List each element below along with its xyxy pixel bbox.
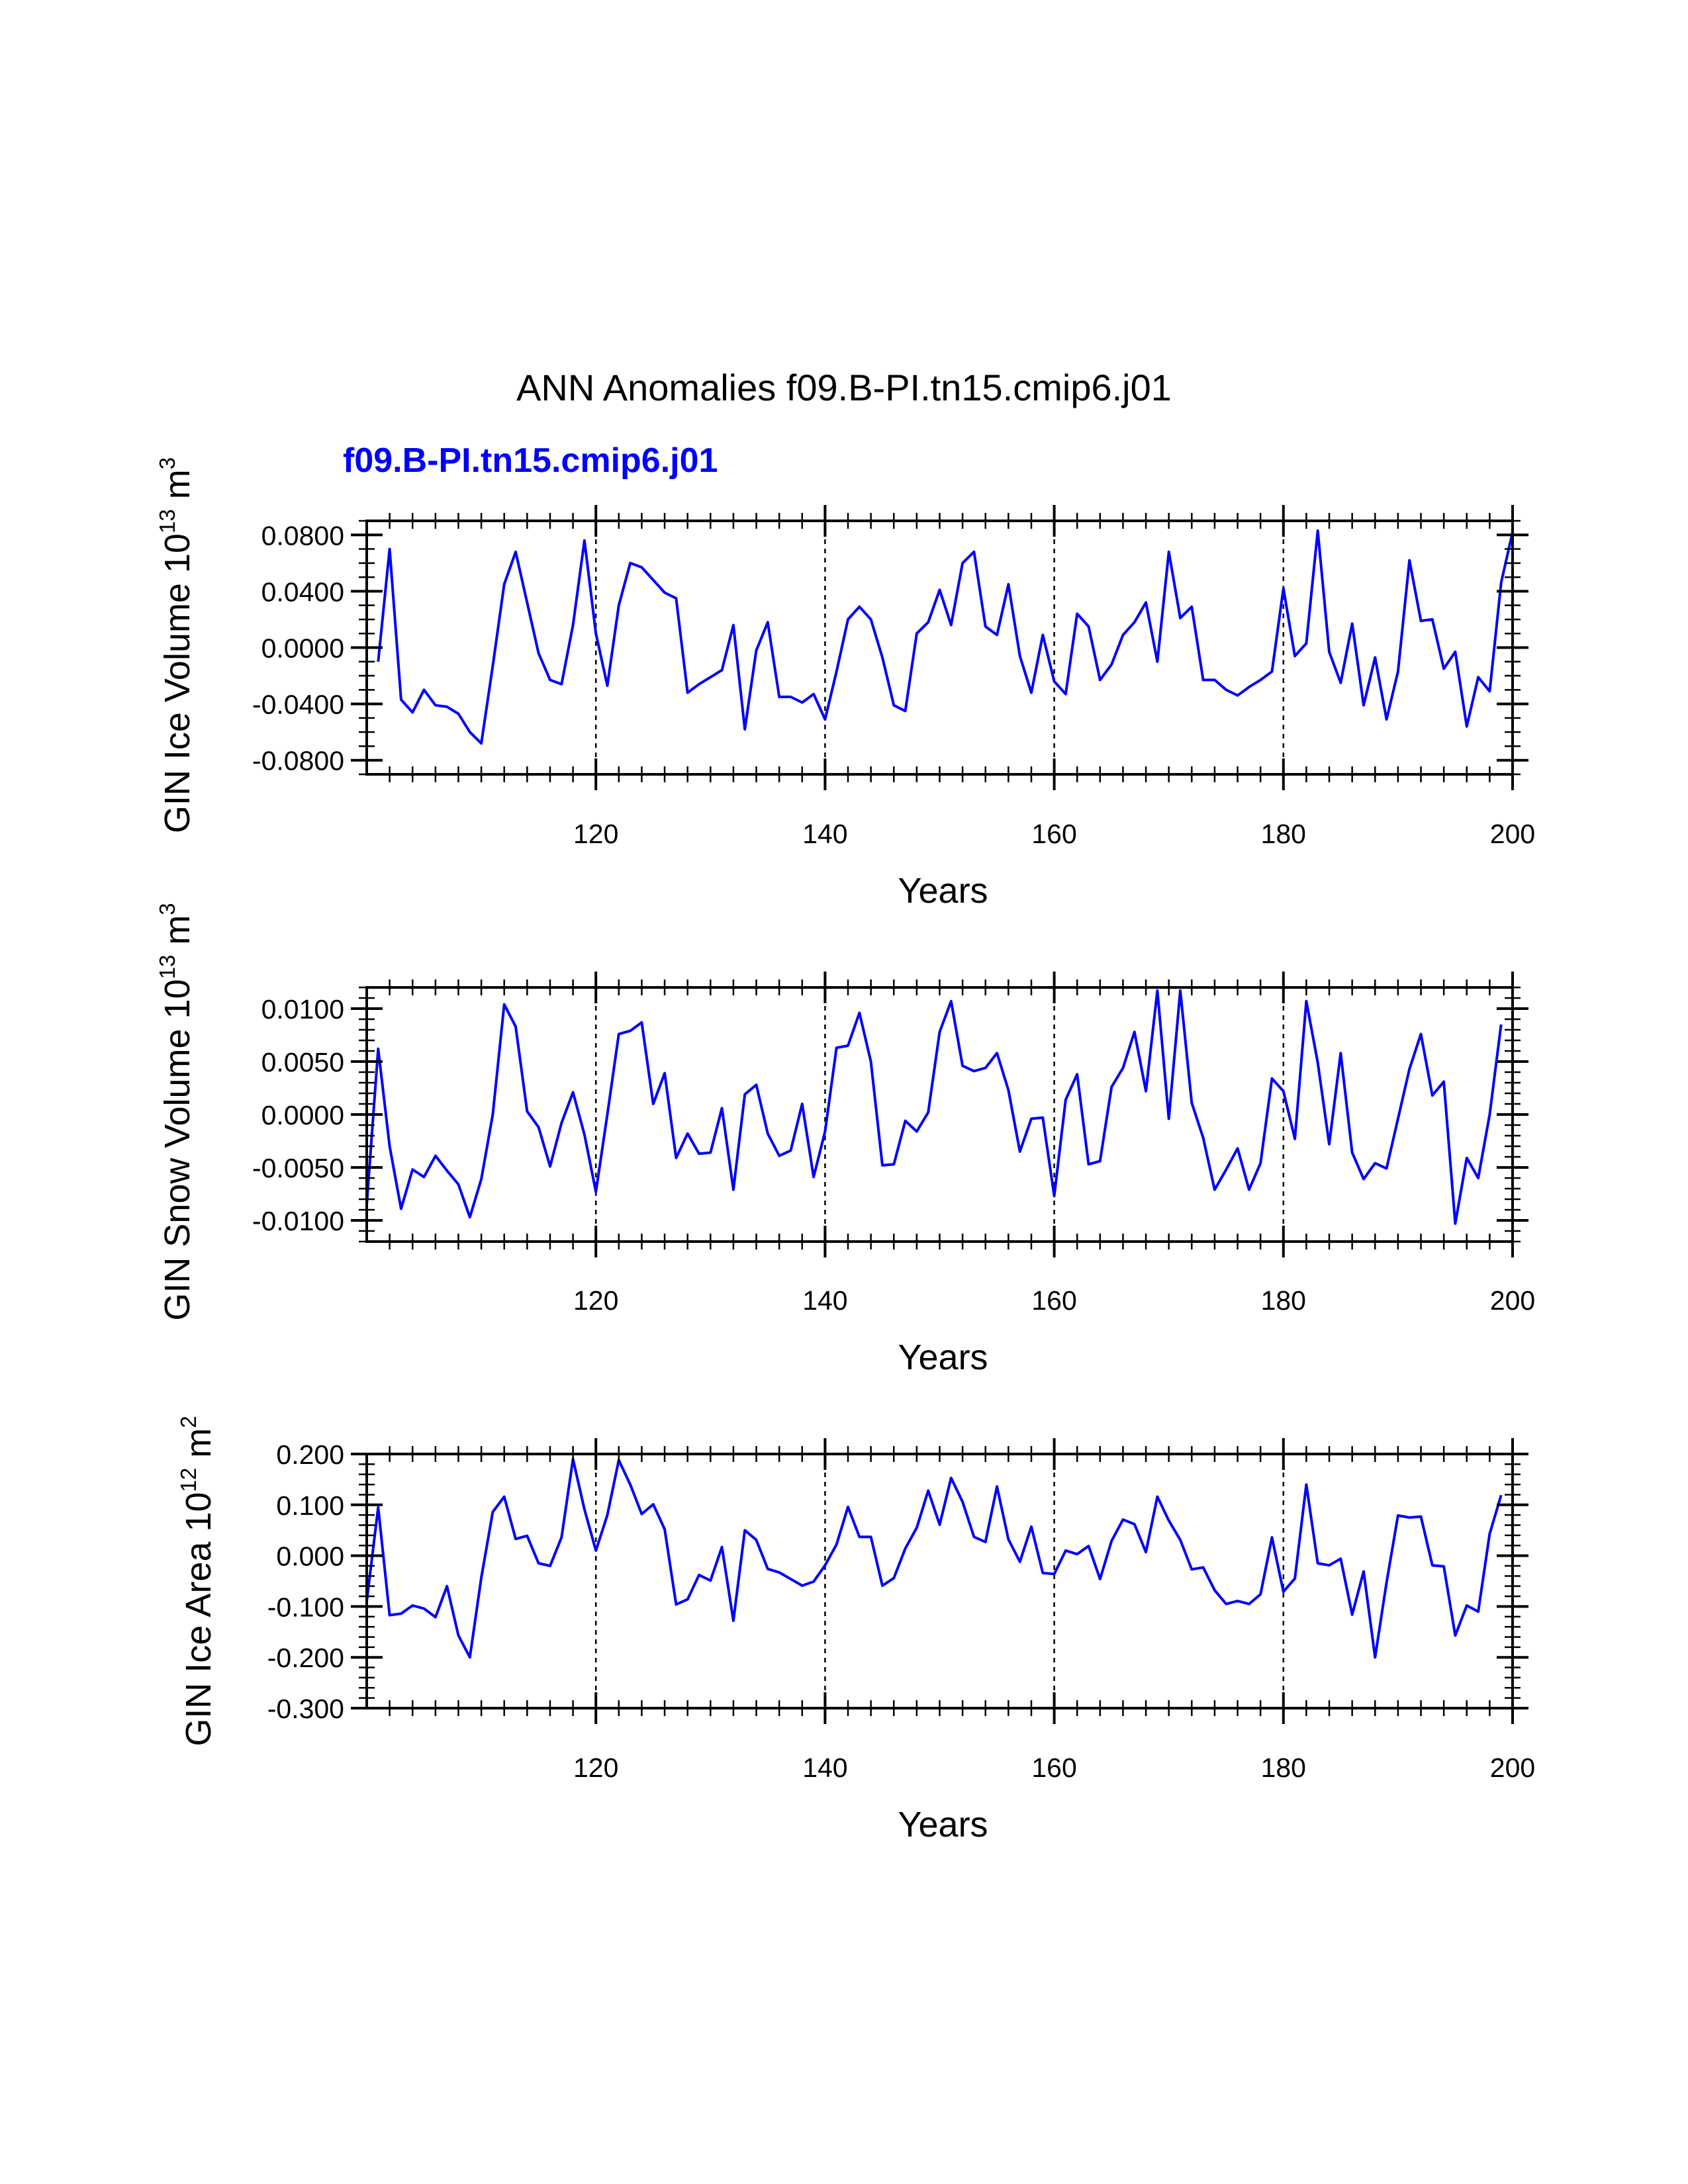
snow-volume-xtick-label: 180 xyxy=(1261,1285,1306,1316)
ice-area-ytick-label: 0.000 xyxy=(276,1541,344,1572)
ice-volume-ytick-label: -0.0400 xyxy=(252,690,344,720)
ice-area-series-line xyxy=(365,1457,1503,1659)
snow-volume-plot-frame xyxy=(365,986,1514,1243)
ice-volume-xtick-label: 120 xyxy=(573,819,618,849)
ice-area-ytick-label: 0.200 xyxy=(276,1439,344,1470)
panel-ice-area: 120 140 160 180 200 -0.300 -0.200 -0.100 0.000 0.… xyxy=(176,1416,1535,1844)
ice-area-ytick-label: -0.200 xyxy=(267,1643,344,1673)
snow-volume-ytick-label: -0.0100 xyxy=(252,1206,344,1236)
ice-volume-ytick-label: -0.0800 xyxy=(252,746,344,776)
figure-subtitle: f09.B-PI.tn15.cmip6.j01 xyxy=(343,441,718,480)
ice-area-ytick-label: -0.100 xyxy=(267,1592,344,1622)
ice-area-xtick-label: 120 xyxy=(573,1752,618,1783)
snow-volume-ytick-label: -0.0050 xyxy=(252,1153,344,1183)
snow-volume-ytick-label: 0.0100 xyxy=(261,994,344,1024)
snow-volume-ytick-label: 0.0050 xyxy=(261,1047,344,1077)
snow-volume-xlabel: Years xyxy=(898,1338,988,1377)
ice-area-ytick-label: 0.100 xyxy=(276,1490,344,1521)
ice-volume-xtick-label: 160 xyxy=(1031,819,1076,849)
ice-area-xtick-label: 200 xyxy=(1490,1752,1535,1783)
panel-ice-volume: 120 140 160 180 200 -0.0800 -0.0400 0.0000 0.040… xyxy=(155,457,1535,911)
ice-area-ytick-label: -0.300 xyxy=(267,1694,344,1724)
ice-area-xlabel: Years xyxy=(898,1805,988,1844)
ice-volume-ylabel: GIN Ice Volume 1013 m3 xyxy=(155,457,197,833)
figure-title: ANN Anomalies f09.B-PI.tn15.cmip6.j01 xyxy=(516,367,1172,408)
snow-volume-xtick-label: 200 xyxy=(1490,1285,1535,1316)
ice-area-xtick-label: 180 xyxy=(1261,1752,1306,1783)
ice-area-ylabel: GIN Ice Area 1012 m2 xyxy=(176,1416,218,1746)
panel-snow-volume: 120 140 160 180 200 -0.0100 -0.0050 0.0000 0.005… xyxy=(155,903,1535,1377)
snow-volume-ylabel: GIN Snow Volume 1013 m3 xyxy=(155,903,197,1320)
ice-area-xtick-label: 140 xyxy=(802,1752,847,1783)
ice-volume-ytick-label: 0.0800 xyxy=(261,520,344,551)
ice-volume-xlabel: Years xyxy=(898,871,988,911)
snow-volume-xtick-label: 120 xyxy=(573,1285,618,1316)
snow-volume-ytick-label: 0.0000 xyxy=(261,1100,344,1130)
ice-volume-series-line xyxy=(377,529,1514,745)
ice-volume-ytick-label: 0.0400 xyxy=(261,576,344,607)
ice-area-xtick-label: 160 xyxy=(1031,1752,1076,1783)
ice-volume-xtick-label: 200 xyxy=(1490,819,1535,849)
snow-volume-xtick-label: 140 xyxy=(802,1285,847,1316)
snow-volume-series-line xyxy=(365,989,1503,1225)
ice-volume-ytick-label: 0.0000 xyxy=(261,633,344,664)
snow-volume-xtick-label: 160 xyxy=(1031,1285,1076,1316)
ice-volume-xtick-label: 180 xyxy=(1261,819,1306,849)
ice-volume-xtick-label: 140 xyxy=(802,819,847,849)
ice-area-plot-frame xyxy=(365,1453,1514,1709)
